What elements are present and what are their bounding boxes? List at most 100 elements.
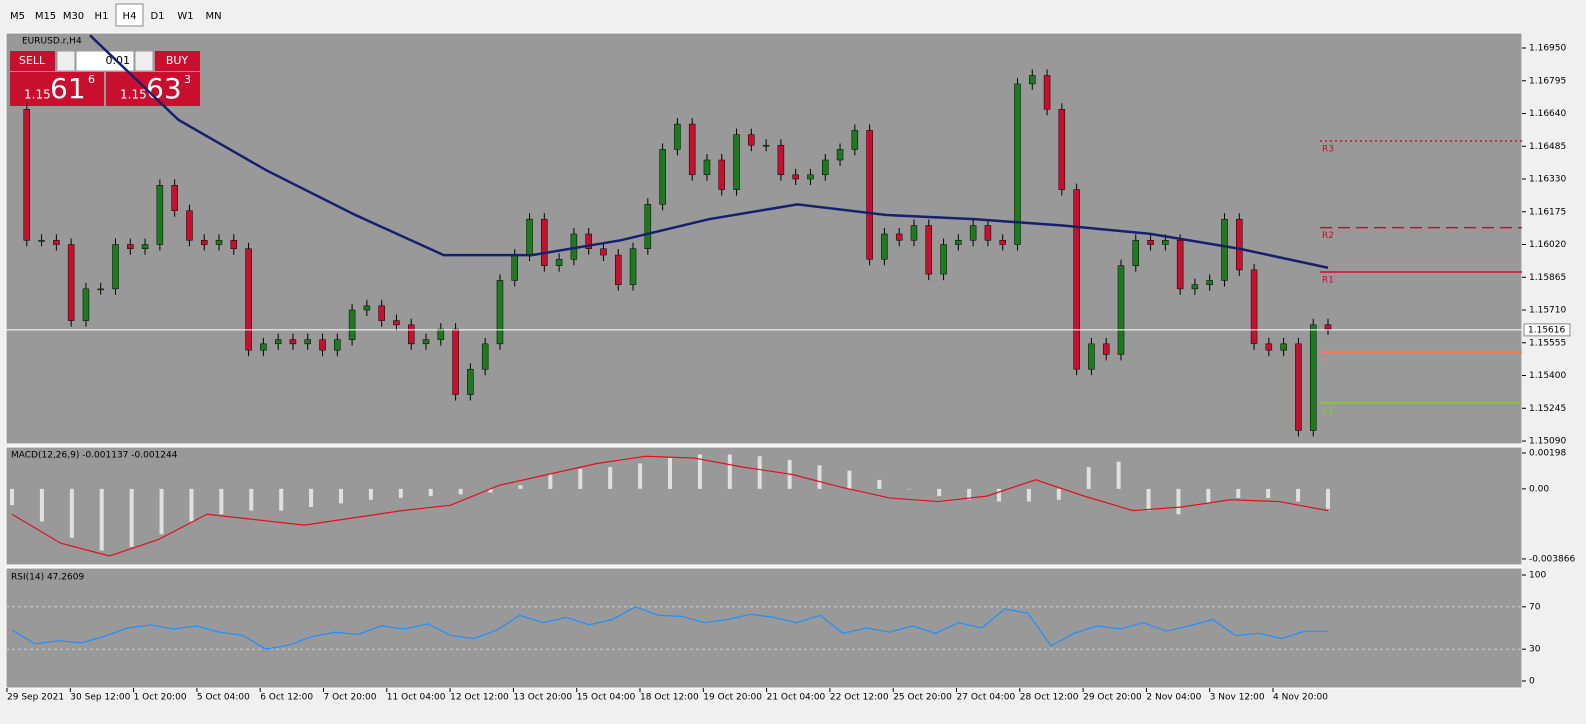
macd-bar	[997, 488, 1001, 502]
ask-box[interactable]	[106, 72, 200, 106]
candle	[1102, 343, 1110, 355]
candle	[186, 210, 193, 241]
candle	[1309, 324, 1317, 431]
ask-big: 1.15	[120, 88, 147, 102]
macd-bar	[309, 488, 314, 507]
candle	[674, 123, 681, 150]
candle	[955, 240, 962, 245]
x-tick-label: 7 Oct 20:00	[324, 693, 377, 703]
y-tick-label: 1.16640	[1529, 109, 1566, 119]
sell-text: SELL	[19, 54, 46, 67]
bid-big: 1.15	[24, 88, 51, 102]
macd-label: MACD(12,26,9) -0.001137 -0.001244	[11, 451, 178, 461]
candle	[496, 280, 504, 345]
candle	[67, 244, 75, 321]
candle	[378, 305, 385, 321]
candle	[511, 254, 518, 281]
timeframe-button[interactable]	[4, 4, 31, 26]
candle	[1221, 218, 1228, 281]
macd-bar	[1236, 488, 1241, 498]
candle	[127, 244, 134, 249]
candle	[822, 159, 829, 176]
candle	[925, 225, 933, 275]
macd-bar	[757, 456, 762, 489]
y-tick-label: 1.16175	[1529, 207, 1566, 217]
buy-button[interactable]	[155, 51, 200, 71]
x-tick-label: 1 Oct 20:00	[134, 693, 187, 703]
x-tick-label: 28 Oct 12:00	[1020, 693, 1079, 703]
candle	[200, 240, 208, 245]
macd-bar	[99, 488, 104, 551]
macd-bar	[219, 488, 224, 515]
y-tick-label: 0.00198	[1529, 448, 1566, 458]
pivot-label: S1	[1322, 407, 1333, 417]
candle	[334, 339, 341, 351]
y-tick-label: 30	[1529, 645, 1541, 655]
x-tick-label: 19 Oct 20:00	[703, 693, 762, 703]
y-tick-label: 1.16485	[1529, 142, 1566, 152]
timeframe-label: MN	[205, 11, 221, 22]
x-tick-label: 15 Oct 04:00	[577, 693, 636, 703]
macd-bar	[10, 488, 14, 506]
ask-pips: 63	[146, 72, 182, 105]
lot-down[interactable]	[56, 50, 76, 72]
timeframe-button[interactable]	[200, 4, 227, 26]
macd-bar	[1296, 488, 1301, 502]
candle	[866, 130, 873, 260]
timeframe-button[interactable]	[32, 4, 59, 26]
rsi-line	[11, 606, 1328, 650]
candle	[703, 159, 711, 176]
y-tick-label: 1.15710	[1529, 306, 1566, 316]
candle	[881, 233, 888, 260]
macd-bar	[697, 454, 702, 489]
candle	[156, 185, 164, 245]
candle	[260, 343, 267, 351]
timeframe-button[interactable]	[172, 4, 199, 26]
candle	[600, 248, 607, 256]
timeframe-button[interactable]	[60, 4, 87, 26]
candle	[1058, 109, 1066, 190]
macd-bar	[608, 467, 613, 489]
x-tick-label: 13 Oct 20:00	[513, 693, 572, 703]
y-tick-label: 1.16330	[1529, 175, 1566, 185]
bid-box[interactable]	[10, 72, 104, 106]
candle	[541, 218, 548, 266]
macd-bar	[398, 488, 403, 498]
timeframe-button[interactable]	[115, 3, 144, 27]
lot-up[interactable]	[134, 50, 154, 72]
macd-bar	[1266, 488, 1271, 498]
sell-button[interactable]	[10, 51, 55, 71]
candle	[688, 123, 696, 176]
macd-bar	[1026, 488, 1031, 502]
y-tick-label: 1.16020	[1529, 240, 1566, 250]
x-tick-label: 21 Oct 04:00	[767, 693, 826, 703]
y-tick-label: 1.16795	[1529, 76, 1566, 86]
x-tick-label: 12 Oct 12:00	[450, 693, 509, 703]
x-tick-label: 6 Oct 12:00	[260, 693, 313, 703]
rsi-label: RSI(14) 47.2609	[11, 573, 84, 583]
candle	[53, 240, 60, 245]
pivot-label: R3	[1322, 144, 1334, 154]
y-tick-label: 100	[1529, 570, 1546, 580]
timeframe-button[interactable]	[88, 4, 115, 26]
buy-text: BUY	[166, 54, 189, 67]
timeframe-button[interactable]	[144, 4, 171, 26]
candle	[393, 320, 400, 326]
candle	[659, 149, 666, 205]
macd-bar	[1206, 488, 1211, 504]
candle	[97, 288, 104, 291]
current-price-box	[1523, 323, 1571, 337]
candle	[526, 218, 533, 256]
candle	[467, 368, 474, 395]
macd-bar	[817, 465, 822, 489]
candle	[969, 225, 977, 241]
candle	[762, 144, 770, 147]
candle	[1088, 343, 1095, 370]
macd-bar	[1056, 488, 1061, 500]
macd-bar	[488, 488, 493, 493]
macd-signal	[11, 455, 1329, 557]
macd-bar	[847, 470, 852, 489]
candle	[910, 225, 918, 241]
candle	[718, 159, 726, 190]
